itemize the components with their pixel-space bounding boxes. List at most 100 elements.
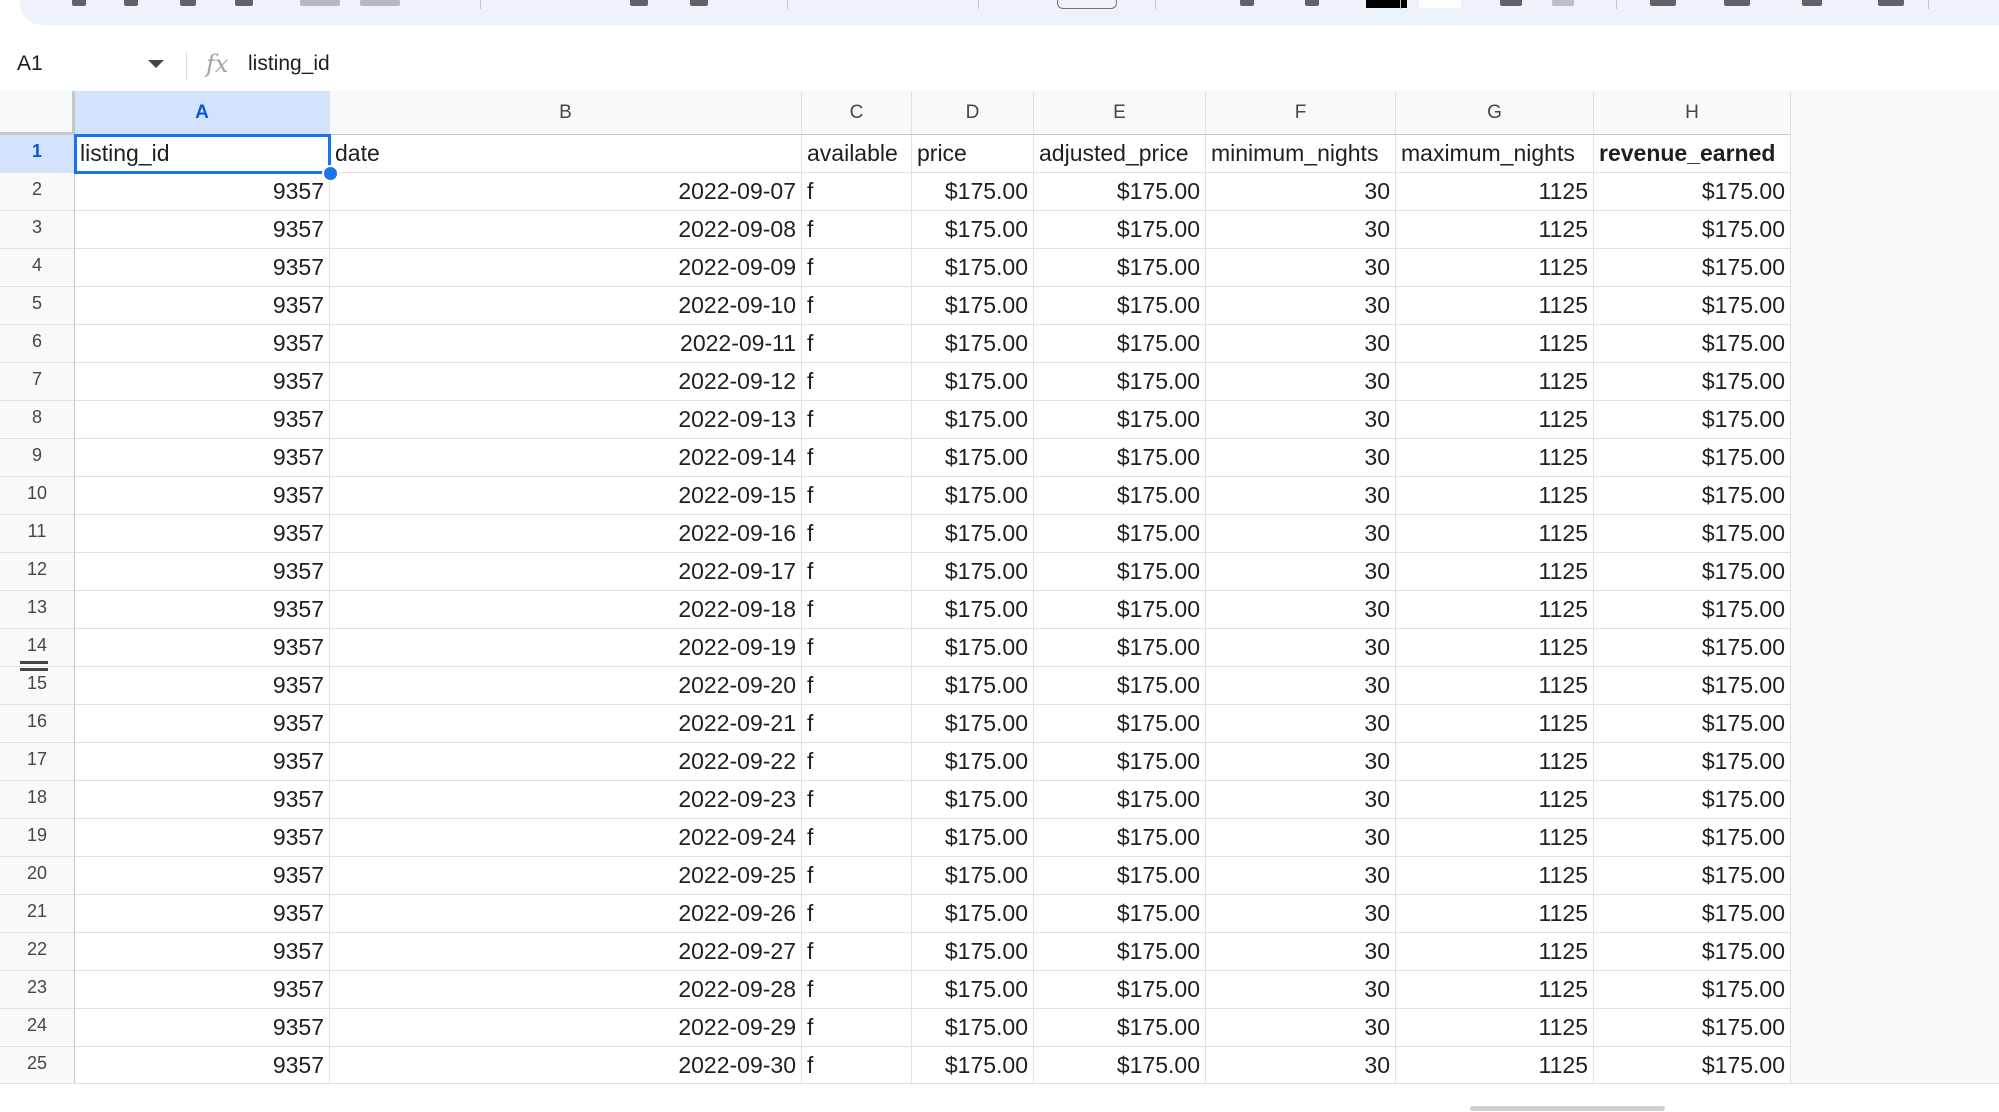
table-cell[interactable]: 2022-09-11 — [330, 325, 802, 363]
row-header-1[interactable]: 1 — [0, 135, 75, 173]
table-cell[interactable]: 1125 — [1396, 363, 1594, 401]
table-cell[interactable]: 30 — [1206, 477, 1396, 515]
table-cell[interactable]: 30 — [1206, 1009, 1396, 1047]
table-cell[interactable]: 30 — [1206, 173, 1396, 211]
table-cell[interactable]: $175.00 — [1034, 553, 1206, 591]
table-cell[interactable]: $175.00 — [1034, 439, 1206, 477]
table-cell[interactable]: f — [802, 667, 912, 705]
table-cell[interactable]: 2022-09-12 — [330, 363, 802, 401]
table-cell[interactable]: 9357 — [75, 743, 330, 781]
table-cell[interactable]: 2022-09-13 — [330, 401, 802, 439]
table-cell[interactable]: $175.00 — [1034, 667, 1206, 705]
table-cell[interactable]: $175.00 — [912, 211, 1034, 249]
table-cell[interactable]: 2022-09-21 — [330, 705, 802, 743]
table-cell[interactable]: $175.00 — [1034, 857, 1206, 895]
table-cell[interactable]: $175.00 — [912, 629, 1034, 667]
table-cell[interactable]: 30 — [1206, 933, 1396, 971]
table-cell[interactable]: $175.00 — [1034, 287, 1206, 325]
column-header-f[interactable]: F — [1206, 91, 1396, 135]
table-cell[interactable]: 9357 — [75, 781, 330, 819]
table-cell[interactable]: f — [802, 629, 912, 667]
table-cell[interactable]: $175.00 — [912, 591, 1034, 629]
table-cell[interactable]: 1125 — [1396, 895, 1594, 933]
table-cell[interactable]: $175.00 — [912, 515, 1034, 553]
table-cell[interactable]: 9357 — [75, 211, 330, 249]
header-cell[interactable]: revenue_earned — [1594, 135, 1791, 173]
table-cell[interactable]: 2022-09-25 — [330, 857, 802, 895]
table-cell[interactable]: 30 — [1206, 325, 1396, 363]
table-cell[interactable]: 9357 — [75, 553, 330, 591]
table-cell[interactable]: 30 — [1206, 211, 1396, 249]
horizontal-align-icon[interactable] — [1650, 0, 1676, 6]
table-cell[interactable]: $175.00 — [1594, 477, 1791, 515]
table-cell[interactable]: $175.00 — [912, 553, 1034, 591]
table-cell[interactable]: $175.00 — [1034, 1009, 1206, 1047]
column-header-e[interactable]: E — [1034, 91, 1206, 135]
row-header-5[interactable]: 5 — [0, 287, 75, 325]
table-cell[interactable]: $175.00 — [1594, 553, 1791, 591]
column-header-h[interactable]: H — [1594, 91, 1791, 135]
row-header-7[interactable]: 7 — [0, 363, 75, 401]
select-all-corner[interactable] — [0, 91, 75, 135]
table-cell[interactable]: f — [802, 971, 912, 1009]
table-cell[interactable]: $175.00 — [1594, 743, 1791, 781]
table-cell[interactable]: 9357 — [75, 173, 330, 211]
table-cell[interactable]: 1125 — [1396, 401, 1594, 439]
table-cell[interactable]: 30 — [1206, 667, 1396, 705]
table-cell[interactable]: $175.00 — [1594, 591, 1791, 629]
row-header-12[interactable]: 12 — [0, 553, 75, 591]
table-cell[interactable]: $175.00 — [912, 287, 1034, 325]
table-cell[interactable]: $175.00 — [1594, 325, 1791, 363]
column-header-g[interactable]: G — [1396, 91, 1594, 135]
table-cell[interactable]: 30 — [1206, 249, 1396, 287]
row-header-21[interactable]: 21 — [0, 895, 75, 933]
table-cell[interactable]: 2022-09-18 — [330, 591, 802, 629]
borders-icon[interactable] — [1500, 0, 1522, 6]
table-cell[interactable]: $175.00 — [1594, 363, 1791, 401]
print-icon[interactable] — [180, 0, 196, 6]
column-header-d[interactable]: D — [912, 91, 1034, 135]
table-cell[interactable]: 2022-09-28 — [330, 971, 802, 1009]
table-cell[interactable]: $175.00 — [1594, 667, 1791, 705]
table-cell[interactable]: $175.00 — [1034, 401, 1206, 439]
table-cell[interactable]: f — [802, 401, 912, 439]
row-header-16[interactable]: 16 — [0, 705, 75, 743]
table-cell[interactable]: f — [802, 781, 912, 819]
table-cell[interactable]: $175.00 — [912, 933, 1034, 971]
header-cell[interactable]: available — [802, 135, 912, 173]
table-cell[interactable]: 1125 — [1396, 515, 1594, 553]
table-cell[interactable]: $175.00 — [1594, 173, 1791, 211]
table-cell[interactable]: 30 — [1206, 819, 1396, 857]
table-cell[interactable]: 1125 — [1396, 211, 1594, 249]
table-cell[interactable]: $175.00 — [912, 477, 1034, 515]
header-cell[interactable]: date — [330, 135, 802, 173]
table-cell[interactable]: 1125 — [1396, 325, 1594, 363]
table-cell[interactable]: f — [802, 325, 912, 363]
table-cell[interactable]: $175.00 — [1034, 477, 1206, 515]
table-cell[interactable]: 2022-09-07 — [330, 173, 802, 211]
fill-handle[interactable] — [322, 165, 339, 182]
table-cell[interactable]: $175.00 — [912, 363, 1034, 401]
table-cell[interactable]: 1125 — [1396, 249, 1594, 287]
row-header-6[interactable]: 6 — [0, 325, 75, 363]
table-cell[interactable]: 9357 — [75, 401, 330, 439]
table-cell[interactable]: f — [802, 857, 912, 895]
table-cell[interactable]: 2022-09-19 — [330, 629, 802, 667]
table-cell[interactable]: 9357 — [75, 629, 330, 667]
bold-icon[interactable] — [1240, 0, 1254, 6]
font-size-box[interactable] — [1057, 0, 1117, 9]
table-cell[interactable]: 30 — [1206, 971, 1396, 1009]
table-cell[interactable]: 2022-09-29 — [330, 1009, 802, 1047]
column-header-b[interactable]: B — [330, 91, 802, 135]
table-cell[interactable]: $175.00 — [912, 325, 1034, 363]
table-cell[interactable]: 1125 — [1396, 173, 1594, 211]
table-cell[interactable]: $175.00 — [912, 1047, 1034, 1085]
table-cell[interactable]: 9357 — [75, 667, 330, 705]
table-cell[interactable]: 2022-09-10 — [330, 287, 802, 325]
table-cell[interactable]: 9357 — [75, 1047, 330, 1085]
table-cell[interactable]: 9357 — [75, 591, 330, 629]
table-cell[interactable]: f — [802, 287, 912, 325]
table-cell[interactable]: 9357 — [75, 249, 330, 287]
table-cell[interactable]: 1125 — [1396, 971, 1594, 1009]
text-color-icon[interactable] — [1366, 0, 1407, 8]
